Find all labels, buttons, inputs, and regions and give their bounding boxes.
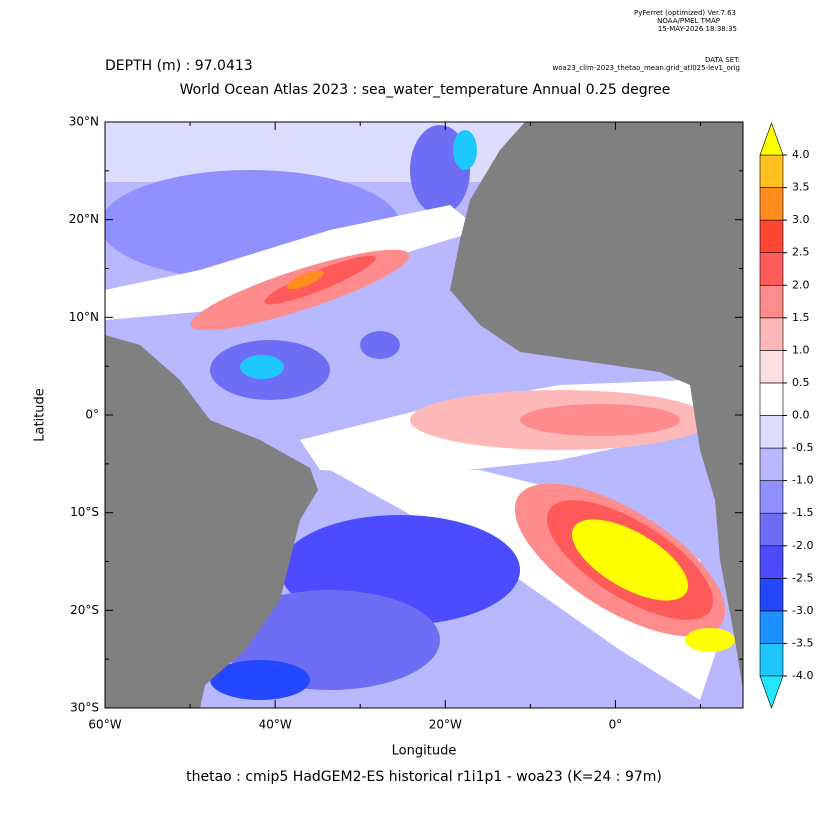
colorbar-bin <box>759 154 784 188</box>
colorbar-bin <box>759 545 784 579</box>
dataset: woa23_clim-2023_thetao_mean.grid_atl025-… <box>553 64 740 72</box>
x-axis-label: Longitude <box>392 744 457 759</box>
colorbar-label: -3.0 <box>792 604 813 617</box>
colorbar-label: 2.5 <box>792 246 810 259</box>
caption: thetao : cmip5 HadGEM2-ES historical r1i… <box>186 769 662 785</box>
colorbar-bin <box>759 317 784 351</box>
colorbar-label: -1.0 <box>792 474 813 487</box>
y-tick-label: 10°S <box>70 505 99 519</box>
y-tick-label: 10°N <box>69 310 99 324</box>
lab: NOAA/PMEL TMAP <box>657 17 720 25</box>
colorbar-bin <box>759 610 784 644</box>
colorbar-bin <box>759 643 784 677</box>
dataset-label: DATA SET: <box>705 56 740 64</box>
colorbar-label: 0.0 <box>792 409 810 422</box>
y-axis-label: Latitude <box>33 388 48 442</box>
y-tick-label: 30°S <box>70 701 99 715</box>
colorbar-bin <box>759 219 784 253</box>
depth: DEPTH (m) : 97.0413 <box>105 58 253 74</box>
y-tick-label: 20°N <box>69 212 99 226</box>
colorbar-bin <box>759 480 784 514</box>
colorbar-bin <box>759 187 784 221</box>
colorbar-label: -2.0 <box>792 539 813 552</box>
colorbar-bin <box>759 350 784 384</box>
colorbar-label: 3.0 <box>792 213 810 226</box>
chart-title: World Ocean Atlas 2023 : sea_water_tempe… <box>180 82 671 98</box>
timestamp: 15-MAY-2026 18:38:35 <box>658 25 737 33</box>
y-tick-label: 20°S <box>70 603 99 617</box>
map-field <box>105 122 743 708</box>
x-tick-label: 40°W <box>259 718 292 732</box>
colorbar-bin <box>759 284 784 319</box>
y-tick-label: 0° <box>85 408 99 422</box>
colorbar-label: 2.0 <box>792 278 810 291</box>
colorbar-bin <box>759 382 784 416</box>
colorbar-bin <box>759 252 784 286</box>
y-tick-label: 30°N <box>69 115 99 129</box>
colorbar-label: 0.5 <box>792 376 810 389</box>
colorbar-bin <box>759 512 784 547</box>
colorbar-bin <box>759 447 784 481</box>
colorbar-over <box>759 122 784 156</box>
colorbar-label: 1.0 <box>792 343 810 356</box>
colorbar-bin <box>759 415 784 449</box>
colorbar-label: -4.0 <box>792 669 813 682</box>
colorbar-label: -1.5 <box>792 506 813 519</box>
colorbar-label: -2.5 <box>792 571 813 584</box>
colorbar-bin <box>759 578 784 612</box>
colorbar-under <box>759 675 784 709</box>
x-tick-label: 20°W <box>429 718 462 732</box>
colorbar-label: -3.5 <box>792 636 813 649</box>
x-tick-label: 0° <box>609 718 623 732</box>
x-tick-label: 60°W <box>88 718 121 732</box>
colorbar-label: 1.5 <box>792 311 810 324</box>
software: PyFerret (optimized) Ver.7.63 <box>634 9 736 17</box>
colorbar-label: -0.5 <box>792 441 813 454</box>
colorbar-label: 3.5 <box>792 181 810 194</box>
colorbar-label: 4.0 <box>792 148 810 161</box>
